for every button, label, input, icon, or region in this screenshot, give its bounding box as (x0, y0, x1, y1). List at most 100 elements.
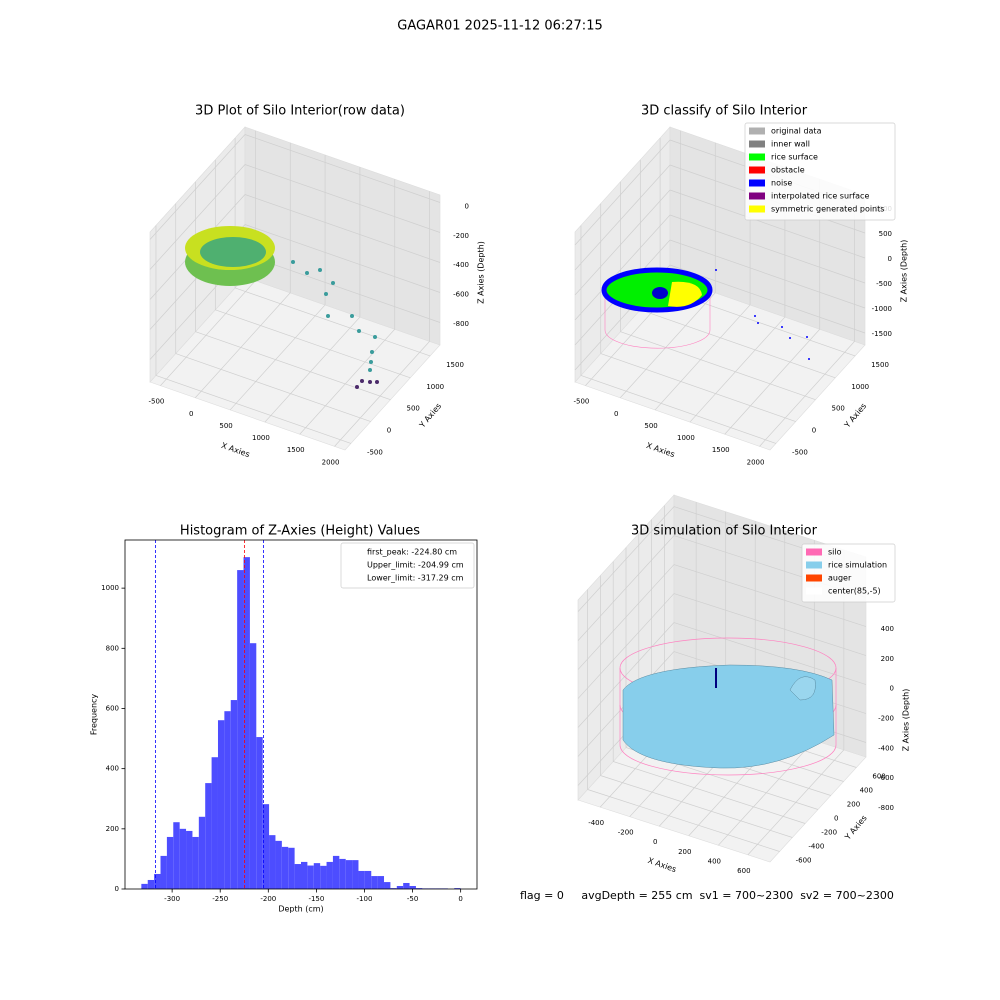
z-axis-label: Z Axies (Depth) (902, 689, 911, 752)
x-tick-label: -200 (618, 829, 634, 837)
grid-line (669, 214, 866, 284)
x-tick-label: 1500 (712, 446, 730, 454)
bar (320, 865, 327, 889)
cloud-mark (715, 269, 717, 271)
cloud-mark (808, 358, 810, 360)
legend-swatch (749, 179, 765, 187)
grid-line (299, 328, 395, 435)
bar (147, 879, 155, 889)
grid-line (620, 331, 816, 401)
x-tick-label: 0 (614, 410, 618, 418)
z-tick-label: -600 (878, 774, 894, 782)
grid-line (574, 189, 671, 296)
status-line: flag = 0 avgDepth = 255 cm sv1 = 700~230… (520, 889, 894, 902)
x-tick-label: 1500 (287, 446, 305, 454)
grid-line (577, 506, 675, 612)
legend-swatch (749, 153, 765, 161)
grid-line (587, 789, 780, 852)
grid-line (620, 292, 716, 399)
y-tick-label: 600 (872, 773, 885, 781)
bar (396, 885, 404, 889)
x-tick-label: 400 (708, 857, 721, 865)
grid-line (264, 316, 361, 423)
bar (403, 882, 410, 889)
bar (352, 860, 359, 889)
bar (326, 861, 333, 889)
grid-line (640, 309, 836, 379)
x-tick-label: 500 (219, 422, 232, 430)
grid-line (654, 304, 751, 411)
legend-swatch (749, 205, 765, 213)
grid-line (244, 224, 441, 293)
bar (173, 822, 180, 889)
grid-line (673, 564, 867, 627)
z-tick-label: -400 (878, 744, 894, 752)
legend-label: original data (771, 127, 822, 136)
z-tick-label: -500 (876, 280, 892, 288)
cloud-mark (318, 268, 322, 272)
grid-line (669, 239, 866, 309)
chart-title: 3D simulation of Silo Interior (631, 524, 818, 539)
cloud-mark (757, 322, 759, 324)
x-tick-label: -250 (212, 895, 228, 903)
bar (198, 816, 206, 889)
grid-line (574, 139, 671, 246)
z-tick-label: 500 (879, 230, 892, 238)
legend-label: noise (771, 179, 792, 188)
grid-line (244, 194, 441, 263)
z-tick-label: -1000 (872, 305, 892, 313)
y-tick-label: -200 (821, 829, 837, 837)
grid-line (234, 287, 431, 357)
x-axis-label: Depth (cm) (278, 905, 323, 914)
cloud-mark (789, 337, 791, 339)
y-tick-label: 400 (106, 765, 119, 773)
cloud-mark (373, 335, 377, 339)
y-tick-label: 600 (106, 704, 119, 712)
cloud-mark (331, 281, 335, 285)
bar (186, 830, 193, 889)
bar (217, 720, 225, 889)
cloud-mark (368, 380, 372, 384)
x-tick-label: 200 (678, 848, 691, 856)
grid-line (175, 353, 371, 422)
legend-swatch (749, 140, 765, 148)
x-tick-label: -50 (407, 895, 418, 903)
x-tick-label: 0 (458, 895, 462, 903)
cloud-mark (360, 379, 364, 383)
y-tick-label: 1500 (871, 361, 889, 369)
y-tick-label: 0 (387, 427, 391, 435)
bar (281, 846, 289, 889)
cloud-mark (368, 368, 372, 372)
grid-line (600, 775, 793, 838)
legend-label: first_peak: -224.80 cm (367, 548, 457, 557)
legend-swatch (749, 192, 765, 200)
bar (154, 873, 161, 889)
y-tick-label: 0 (115, 885, 119, 893)
chart-title: 3D classify of Silo Interior (641, 104, 808, 119)
y-tick-label: 1000 (851, 383, 869, 391)
bar (364, 870, 372, 889)
y-tick-label: 1000 (426, 383, 444, 391)
legend-label: silo (828, 548, 842, 557)
bar (332, 855, 340, 889)
legend-label: symmetric generated points (771, 205, 884, 214)
x-tick-label: -300 (164, 895, 180, 903)
bar (269, 835, 276, 889)
z-tick-label: -400 (453, 261, 469, 269)
cloud-mark (375, 380, 379, 384)
cloud-mark (357, 329, 361, 333)
legend-swatch (749, 127, 765, 135)
cloud-mark (369, 360, 373, 364)
cloud-mark (622, 664, 835, 769)
chart-title: Histogram of Z-Axies (Height) Values (180, 524, 420, 539)
bar (256, 737, 263, 889)
grid-line (577, 593, 675, 699)
z-tick-label: 0 (890, 685, 894, 693)
bar (211, 757, 218, 889)
bar (243, 557, 250, 889)
grid-line (577, 564, 675, 670)
y-tick-label: 0 (834, 815, 838, 823)
legend-label: rice simulation (828, 561, 887, 570)
grid-line (244, 134, 441, 203)
grid-line (149, 134, 246, 240)
